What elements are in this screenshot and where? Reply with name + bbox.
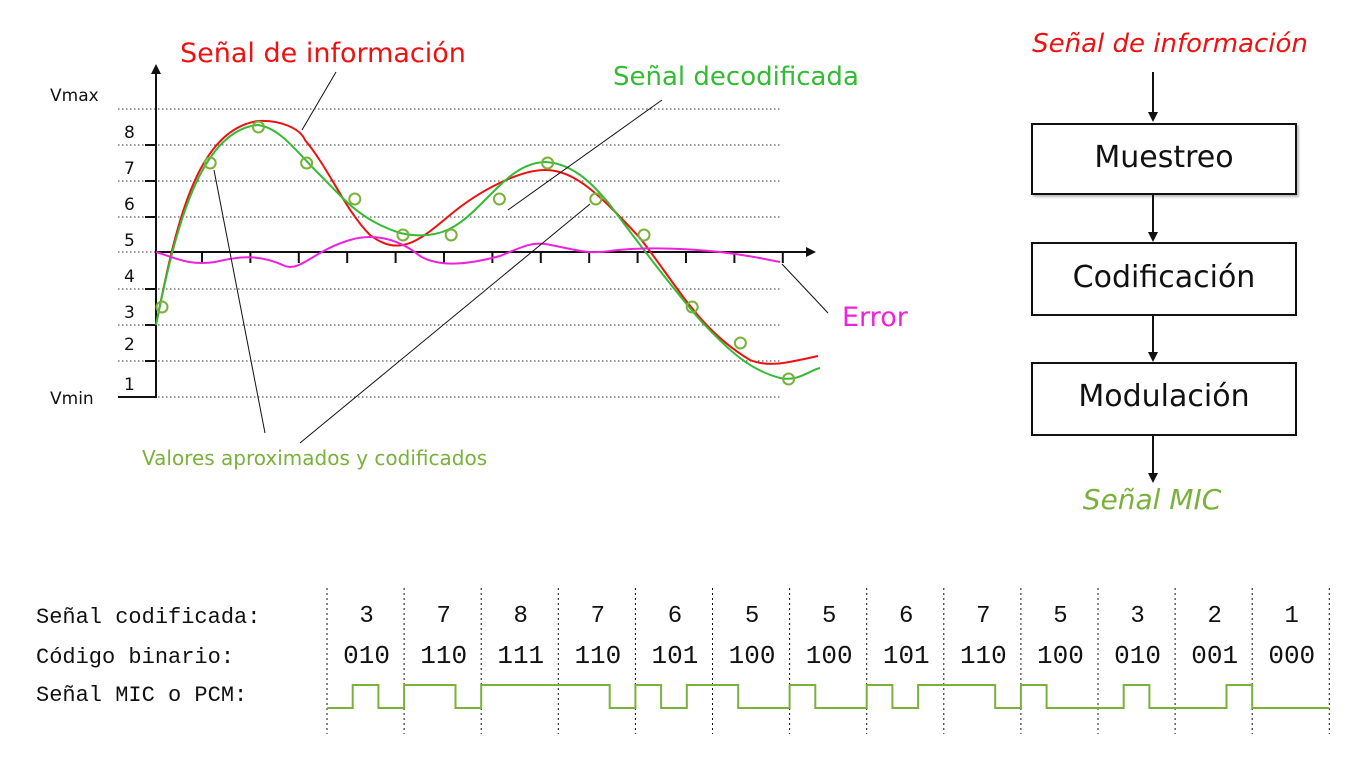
flow-step-2: Codificación <box>1073 260 1256 295</box>
sample-point <box>444 228 458 242</box>
flow-diagram: Señal de información Muestreo Codificaci… <box>1031 29 1308 516</box>
decoded-label: Señal decodificada <box>613 62 859 92</box>
sample-point <box>155 300 169 314</box>
sample-point <box>492 192 506 206</box>
information-label: Señal de información <box>180 38 466 69</box>
encoded-value: 6 <box>668 603 682 630</box>
flow-step-box-3 <box>1031 362 1297 436</box>
encoded-value: 7 <box>976 603 990 630</box>
binary-value: 100 <box>806 641 853 671</box>
level-label-8: 8 <box>124 123 135 143</box>
binary-value: 001 <box>1191 641 1238 671</box>
encoded-value: 1 <box>1285 603 1299 630</box>
binary-value: 101 <box>652 641 699 671</box>
binary-value: 110 <box>420 641 467 671</box>
flow-output-label: Señal MIC <box>1083 483 1222 516</box>
encoded-value: 2 <box>1207 603 1221 630</box>
binary-value: 010 <box>343 641 390 671</box>
sample-point <box>251 120 265 134</box>
sample-point <box>300 156 314 170</box>
encoded-value: 8 <box>514 603 528 630</box>
level-labels: 1 2 3 4 5 6 7 8 <box>124 123 135 395</box>
pcm-waveform <box>327 684 1330 709</box>
approx-callout-line-2 <box>299 203 591 444</box>
pcm-table: Señal codificada: Código binario: Señal … <box>36 588 1330 734</box>
flow-input-label: Señal de información <box>1032 29 1308 59</box>
row-label-binary: Código binario: <box>36 645 234 670</box>
sample-point <box>348 192 362 206</box>
level-label-4: 4 <box>124 267 135 287</box>
encoded-value: 7 <box>436 603 450 630</box>
encoded-values-row: 3 7 8 7 6 5 5 6 7 5 3 2 1 <box>359 603 1299 630</box>
flow-step-1: Muestreo <box>1094 140 1233 175</box>
binary-value: 101 <box>883 641 930 671</box>
binary-value: 100 <box>1037 641 1084 671</box>
vmax-label: Vmax <box>50 86 99 106</box>
sample-point <box>203 156 217 170</box>
encoded-value: 7 <box>591 603 605 630</box>
error-callout-line <box>781 263 829 314</box>
error-label: Error <box>842 302 909 333</box>
level-label-6: 6 <box>124 195 135 215</box>
binary-value: 000 <box>1268 641 1315 671</box>
flow-step-3: Modulación <box>1078 379 1249 414</box>
sample-point <box>782 372 796 386</box>
flow-step-box-1 <box>1031 123 1297 195</box>
approx-label: Valores aproximados y codificados <box>142 446 487 470</box>
binary-value: 111 <box>497 641 544 671</box>
sample-points <box>155 120 796 386</box>
information-callout-line <box>301 71 337 131</box>
row-label-pcm: Señal MIC o PCM: <box>36 683 247 708</box>
binary-values-row: 010 110 111 110 101 100 100 101 110 100 010 001 000 <box>343 641 1315 671</box>
level-label-5: 5 <box>124 231 135 251</box>
level-label-7: 7 <box>124 159 135 179</box>
encoded-value: 6 <box>899 603 913 630</box>
table-dividers <box>326 588 1330 734</box>
sample-point <box>541 156 555 170</box>
flow-step-box-2 <box>1031 242 1297 316</box>
level-label-3: 3 <box>124 303 135 323</box>
encoded-value: 5 <box>745 603 759 630</box>
sample-point <box>589 192 603 206</box>
decoded-callout-line <box>507 99 663 211</box>
encoded-value: 3 <box>359 603 373 630</box>
level-label-1: 1 <box>124 375 135 395</box>
approx-callout-line-1 <box>213 169 266 434</box>
encoded-value: 5 <box>822 603 836 630</box>
decoded-signal-curve <box>155 123 821 380</box>
error-signal-curve <box>155 236 781 269</box>
sample-point <box>685 300 699 314</box>
binary-value: 100 <box>729 641 776 671</box>
row-label-encoded: Señal codificada: <box>36 605 260 630</box>
encoded-value: 5 <box>1053 603 1067 630</box>
binary-value: 110 <box>574 641 621 671</box>
binary-value: 010 <box>1114 641 1161 671</box>
binary-value: 110 <box>960 641 1007 671</box>
level-label-2: 2 <box>124 335 135 355</box>
sample-point <box>733 336 747 350</box>
information-signal-curve <box>155 119 819 365</box>
encoded-value: 3 <box>1130 603 1144 630</box>
sample-point <box>637 228 651 242</box>
vmin-label: Vmin <box>50 389 94 409</box>
sample-point <box>396 228 410 242</box>
